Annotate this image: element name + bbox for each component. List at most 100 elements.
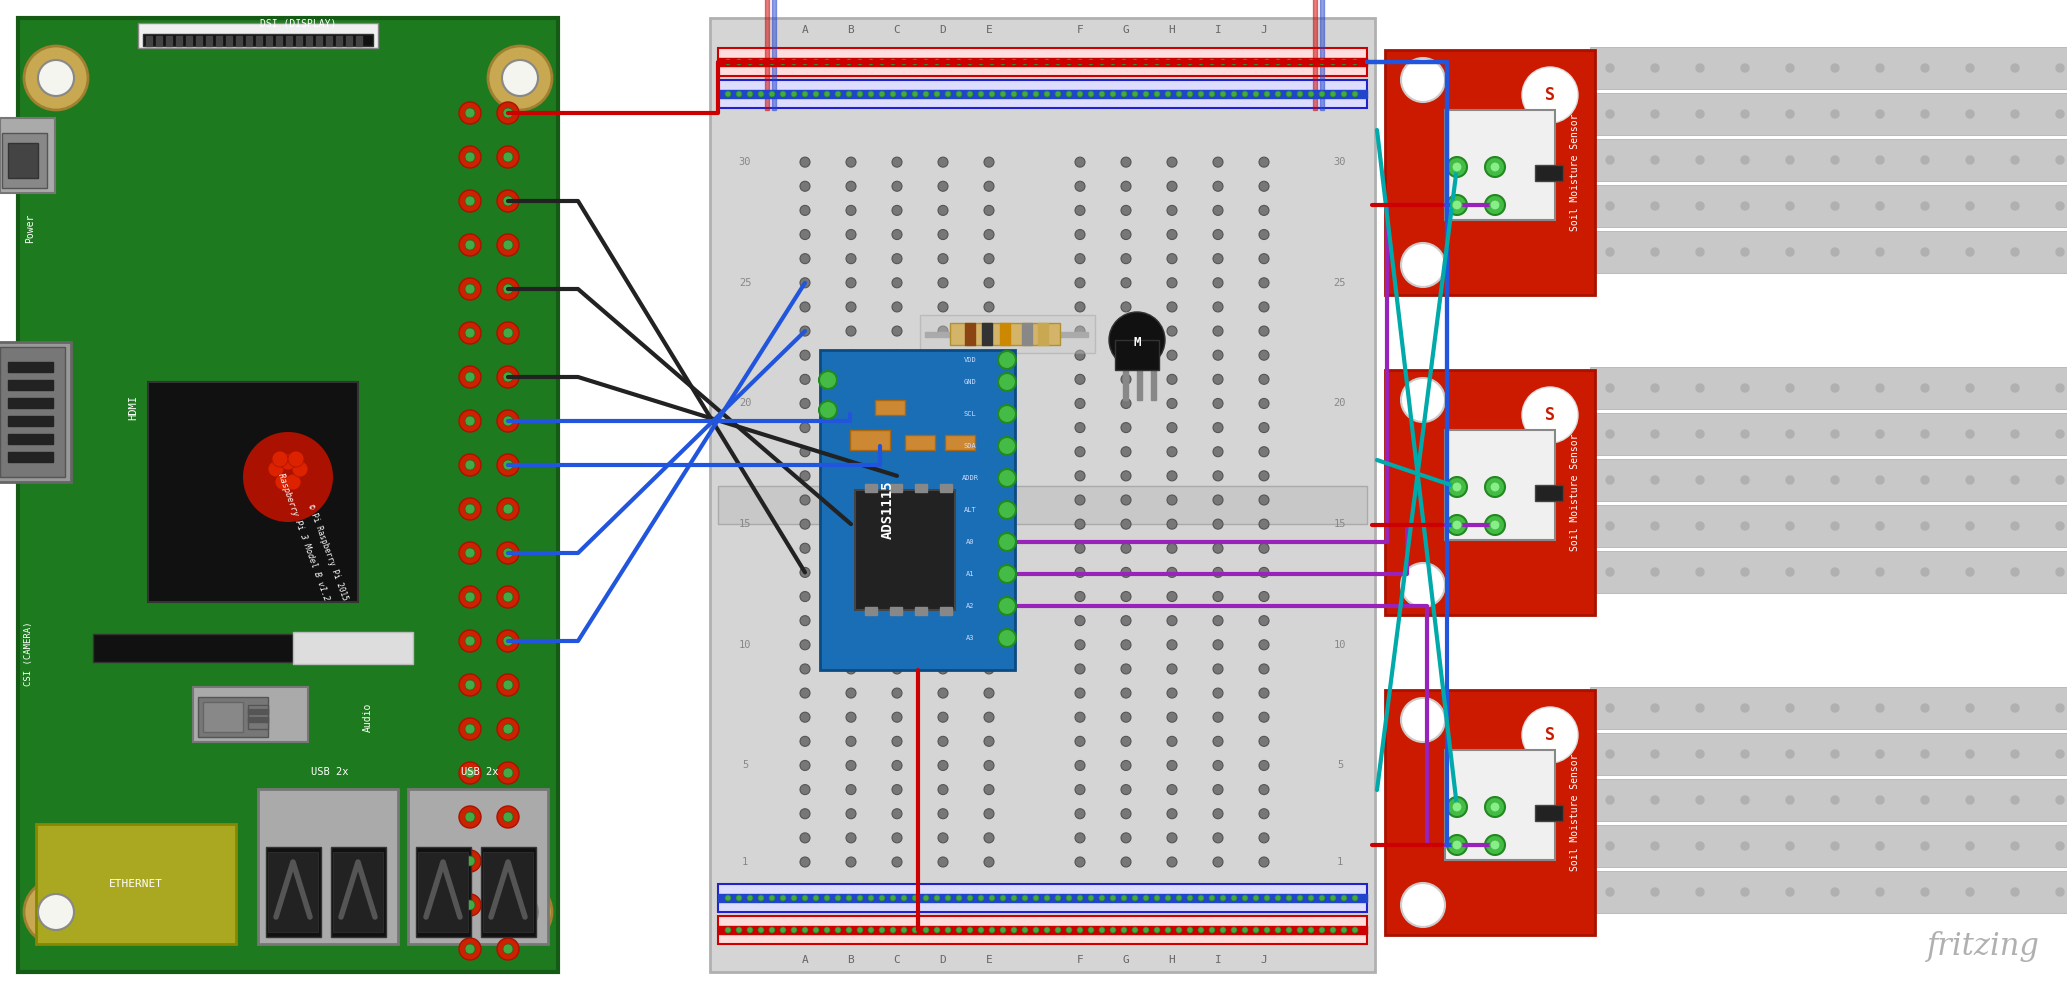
Circle shape [1652, 248, 1660, 256]
Circle shape [845, 544, 856, 553]
Circle shape [1075, 592, 1085, 602]
Text: 5: 5 [742, 760, 748, 770]
Text: D: D [940, 955, 947, 965]
Bar [1590, 231, 2067, 273]
Circle shape [459, 322, 482, 344]
Circle shape [1259, 157, 1269, 167]
Circle shape [988, 91, 994, 97]
Circle shape [1213, 374, 1224, 384]
Circle shape [1740, 568, 1749, 576]
Circle shape [938, 278, 949, 288]
Circle shape [2057, 796, 2065, 804]
Circle shape [845, 760, 856, 770]
Circle shape [1213, 544, 1224, 553]
Circle shape [465, 328, 475, 338]
Circle shape [893, 326, 901, 336]
Circle shape [2011, 248, 2019, 256]
Circle shape [1120, 737, 1131, 746]
Circle shape [1786, 704, 1794, 712]
Circle shape [1401, 883, 1445, 927]
Circle shape [1176, 59, 1182, 65]
Circle shape [1213, 326, 1224, 336]
Bar [1590, 551, 2067, 593]
Circle shape [1259, 350, 1269, 360]
Circle shape [279, 454, 296, 470]
Circle shape [1920, 64, 1929, 72]
Text: ALT: ALT [963, 507, 976, 513]
Text: HDMI: HDMI [128, 394, 138, 420]
Circle shape [934, 59, 940, 65]
Circle shape [998, 629, 1017, 647]
Circle shape [1920, 796, 1929, 804]
Circle shape [1075, 640, 1085, 649]
Circle shape [1259, 592, 1269, 602]
Circle shape [496, 410, 519, 432]
Circle shape [1259, 809, 1269, 819]
Circle shape [1153, 927, 1160, 933]
Circle shape [800, 398, 810, 409]
Bar [277, 36, 281, 46]
Circle shape [465, 372, 475, 382]
Text: fritzing: fritzing [1926, 931, 2040, 962]
Circle shape [459, 190, 482, 212]
Circle shape [1259, 398, 1269, 409]
Circle shape [1220, 895, 1226, 901]
Circle shape [1253, 59, 1259, 65]
Circle shape [893, 664, 901, 674]
Circle shape [502, 856, 513, 866]
Circle shape [1110, 312, 1166, 368]
Circle shape [1168, 833, 1176, 842]
Circle shape [465, 592, 475, 602]
Circle shape [1877, 704, 1883, 712]
Circle shape [893, 471, 901, 481]
Circle shape [938, 544, 949, 553]
Circle shape [1075, 398, 1085, 409]
Circle shape [2011, 476, 2019, 484]
Bar [926, 332, 953, 337]
Circle shape [1920, 888, 1929, 896]
Circle shape [835, 895, 841, 901]
Circle shape [1213, 616, 1224, 626]
Circle shape [1213, 423, 1224, 433]
Bar [176, 36, 182, 46]
Circle shape [1831, 568, 1840, 576]
Circle shape [1120, 927, 1127, 933]
Circle shape [800, 785, 810, 795]
Circle shape [1697, 430, 1703, 438]
Circle shape [1075, 616, 1085, 626]
Circle shape [1100, 927, 1106, 933]
Circle shape [924, 91, 928, 97]
Circle shape [1253, 927, 1259, 933]
Circle shape [1652, 750, 1660, 758]
Circle shape [800, 278, 810, 288]
Circle shape [1168, 253, 1176, 263]
Circle shape [1966, 750, 1974, 758]
Text: Audio: Audio [364, 702, 372, 732]
Circle shape [1401, 378, 1445, 422]
Circle shape [1831, 110, 1840, 118]
Circle shape [1075, 253, 1085, 263]
Circle shape [37, 894, 74, 930]
Circle shape [792, 91, 798, 97]
Circle shape [800, 737, 810, 746]
Circle shape [1120, 91, 1127, 97]
Circle shape [1054, 927, 1060, 933]
Circle shape [502, 812, 513, 822]
Circle shape [845, 91, 852, 97]
Circle shape [988, 895, 994, 901]
Circle shape [901, 91, 907, 97]
Circle shape [1168, 326, 1176, 336]
Circle shape [800, 809, 810, 819]
Circle shape [893, 809, 901, 819]
Circle shape [984, 423, 994, 433]
Circle shape [1153, 895, 1160, 901]
Circle shape [1166, 59, 1172, 65]
Bar [356, 36, 362, 46]
Circle shape [459, 630, 482, 652]
Circle shape [893, 181, 901, 191]
Circle shape [502, 108, 513, 118]
Circle shape [1259, 567, 1269, 577]
Circle shape [938, 592, 949, 602]
Circle shape [1786, 750, 1794, 758]
Circle shape [800, 253, 810, 263]
